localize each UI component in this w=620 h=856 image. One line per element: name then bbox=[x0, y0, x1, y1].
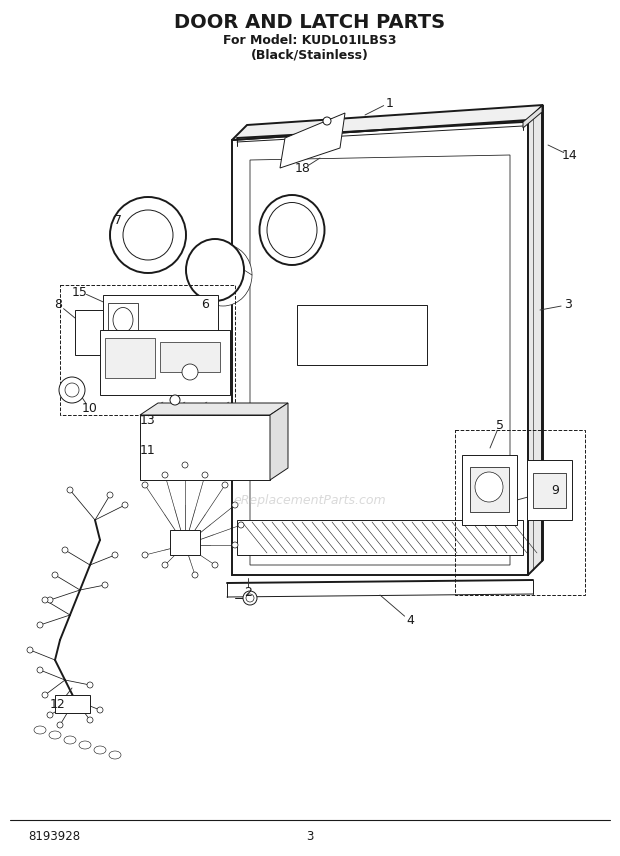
Ellipse shape bbox=[186, 239, 244, 301]
Text: 8193928: 8193928 bbox=[28, 830, 80, 843]
Bar bbox=[60, 285, 235, 415]
Circle shape bbox=[37, 667, 43, 673]
Circle shape bbox=[62, 547, 68, 553]
Bar bbox=[470, 467, 509, 512]
Polygon shape bbox=[270, 403, 288, 480]
Bar bbox=[108, 303, 138, 336]
Bar bbox=[103, 295, 218, 345]
Bar bbox=[55, 695, 90, 713]
Circle shape bbox=[47, 712, 53, 718]
Circle shape bbox=[59, 377, 85, 403]
Text: 11: 11 bbox=[140, 443, 156, 456]
Text: 7: 7 bbox=[114, 213, 122, 227]
Circle shape bbox=[42, 692, 48, 698]
Text: DOOR AND LATCH PARTS: DOOR AND LATCH PARTS bbox=[174, 13, 446, 32]
Circle shape bbox=[37, 622, 43, 628]
Text: 13: 13 bbox=[140, 413, 156, 426]
Circle shape bbox=[122, 502, 128, 508]
Ellipse shape bbox=[79, 741, 91, 749]
Circle shape bbox=[123, 210, 173, 260]
Circle shape bbox=[243, 591, 257, 605]
Text: (Black/Stainless): (Black/Stainless) bbox=[251, 49, 369, 62]
Text: 8: 8 bbox=[54, 299, 62, 312]
Polygon shape bbox=[528, 105, 543, 575]
Bar bbox=[455, 430, 585, 595]
Bar bbox=[105, 338, 155, 378]
Circle shape bbox=[238, 522, 244, 528]
Text: 5: 5 bbox=[496, 419, 504, 431]
Ellipse shape bbox=[94, 746, 106, 754]
Ellipse shape bbox=[267, 203, 317, 258]
Text: 15: 15 bbox=[72, 286, 88, 299]
Text: 12: 12 bbox=[50, 698, 66, 711]
Circle shape bbox=[182, 364, 198, 380]
Circle shape bbox=[232, 542, 238, 548]
Circle shape bbox=[323, 117, 331, 125]
Circle shape bbox=[42, 597, 48, 603]
Polygon shape bbox=[140, 403, 288, 415]
Circle shape bbox=[110, 197, 186, 273]
Circle shape bbox=[212, 562, 218, 568]
Bar bbox=[160, 342, 220, 372]
Circle shape bbox=[202, 472, 208, 478]
Polygon shape bbox=[140, 415, 270, 480]
Ellipse shape bbox=[34, 726, 46, 734]
Ellipse shape bbox=[64, 736, 76, 744]
Text: 3: 3 bbox=[306, 830, 314, 843]
Bar bbox=[533, 473, 566, 508]
Text: eReplacementParts.com: eReplacementParts.com bbox=[234, 494, 386, 507]
Ellipse shape bbox=[113, 307, 133, 332]
Text: 3: 3 bbox=[564, 299, 572, 312]
Circle shape bbox=[47, 597, 53, 603]
Circle shape bbox=[232, 502, 238, 508]
Circle shape bbox=[107, 492, 113, 498]
Circle shape bbox=[65, 383, 79, 397]
Circle shape bbox=[57, 722, 63, 728]
Circle shape bbox=[162, 472, 168, 478]
Circle shape bbox=[87, 682, 93, 688]
Circle shape bbox=[246, 594, 254, 602]
Circle shape bbox=[170, 395, 180, 405]
Text: 14: 14 bbox=[562, 148, 578, 162]
Text: 9: 9 bbox=[551, 484, 559, 496]
Text: 18: 18 bbox=[295, 162, 311, 175]
Circle shape bbox=[97, 707, 103, 713]
Bar bbox=[100, 330, 230, 395]
Text: 6: 6 bbox=[201, 299, 209, 312]
Circle shape bbox=[27, 647, 33, 653]
Text: 10: 10 bbox=[82, 401, 98, 414]
Polygon shape bbox=[232, 105, 543, 140]
Polygon shape bbox=[232, 120, 528, 575]
Bar bbox=[170, 530, 200, 555]
Ellipse shape bbox=[49, 731, 61, 739]
Circle shape bbox=[142, 552, 148, 558]
Ellipse shape bbox=[475, 472, 503, 502]
Circle shape bbox=[222, 482, 228, 488]
Circle shape bbox=[182, 462, 188, 468]
Ellipse shape bbox=[109, 751, 121, 759]
Circle shape bbox=[67, 487, 73, 493]
Text: For Model: KUDL01ILBS3: For Model: KUDL01ILBS3 bbox=[223, 33, 397, 46]
Polygon shape bbox=[250, 155, 510, 565]
Text: 2: 2 bbox=[244, 586, 252, 599]
Circle shape bbox=[192, 572, 198, 578]
Bar bbox=[297, 305, 427, 365]
Circle shape bbox=[142, 482, 148, 488]
Polygon shape bbox=[462, 455, 517, 525]
Polygon shape bbox=[527, 460, 572, 520]
Text: 1: 1 bbox=[386, 97, 394, 110]
Bar bbox=[75, 310, 103, 355]
Circle shape bbox=[162, 562, 168, 568]
Circle shape bbox=[52, 572, 58, 578]
Circle shape bbox=[102, 582, 108, 588]
Ellipse shape bbox=[260, 195, 324, 265]
Circle shape bbox=[87, 717, 93, 723]
Ellipse shape bbox=[194, 244, 252, 306]
Text: 4: 4 bbox=[406, 614, 414, 627]
Polygon shape bbox=[280, 113, 345, 168]
Polygon shape bbox=[523, 106, 542, 128]
Circle shape bbox=[112, 552, 118, 558]
Bar bbox=[237, 520, 523, 555]
